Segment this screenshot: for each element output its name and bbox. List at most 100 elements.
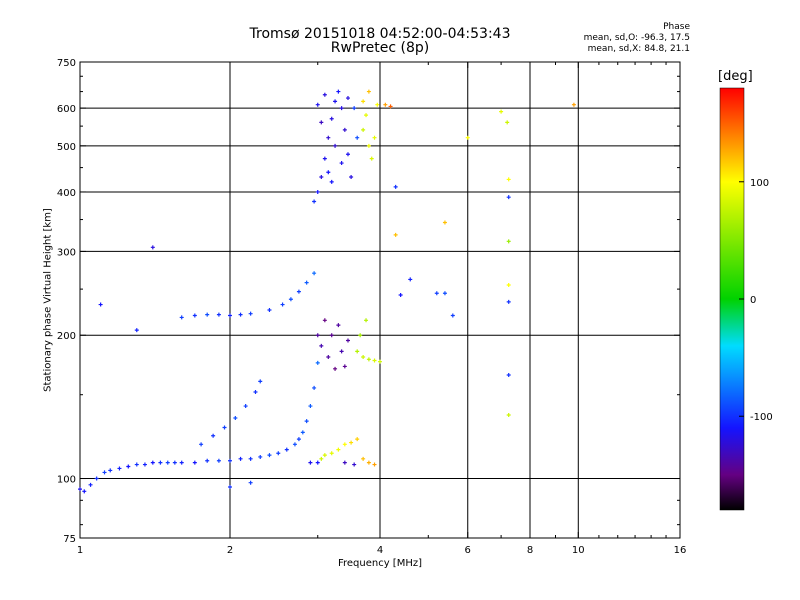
data-point — [108, 468, 113, 473]
data-point — [88, 482, 93, 487]
data-point — [329, 333, 334, 338]
data-point — [322, 318, 327, 323]
y-tick-label: 600 — [57, 104, 76, 115]
data-point — [333, 143, 338, 148]
data-point — [352, 106, 357, 111]
data-point — [355, 437, 360, 442]
data-point — [408, 277, 413, 282]
data-point — [326, 135, 331, 140]
data-point — [442, 291, 447, 296]
data-point — [319, 174, 324, 179]
colorbar-tick-label: 100 — [750, 178, 769, 189]
data-point — [192, 313, 197, 318]
data-point — [102, 470, 107, 475]
data-point — [312, 199, 317, 204]
data-point — [366, 143, 371, 148]
data-point — [369, 156, 374, 161]
data-point — [349, 174, 354, 179]
data-point — [216, 458, 221, 463]
data-point — [361, 355, 366, 360]
data-point — [150, 245, 155, 250]
x-tick-label: 1 — [77, 545, 83, 556]
data-point — [329, 179, 334, 184]
data-point — [506, 299, 511, 304]
data-point — [98, 302, 103, 307]
data-point — [126, 464, 131, 469]
data-point — [506, 373, 511, 378]
data-point — [308, 404, 313, 409]
data-point — [333, 366, 338, 371]
data-point — [94, 476, 99, 481]
data-point — [233, 416, 238, 421]
colorbar-tick-label: -100 — [750, 412, 773, 423]
data-point — [179, 460, 184, 465]
data-point — [388, 104, 393, 109]
y-tick-label: 400 — [57, 188, 76, 199]
data-point — [304, 419, 309, 424]
data-point — [450, 313, 455, 318]
data-point — [258, 454, 263, 459]
y-tick-label: 100 — [57, 475, 76, 486]
x-tick-label: 8 — [527, 545, 533, 556]
data-point — [506, 177, 511, 182]
data-point — [322, 156, 327, 161]
y-tick-label: 200 — [57, 331, 76, 342]
y-tick-label: 75 — [63, 534, 76, 545]
data-point — [398, 292, 403, 297]
data-point — [296, 437, 301, 442]
data-point — [345, 338, 350, 343]
data-point — [506, 239, 511, 244]
data-point — [158, 460, 163, 465]
phase-stats-title: Phase — [663, 22, 690, 32]
data-point — [315, 460, 320, 465]
data-point — [308, 460, 313, 465]
data-point — [142, 462, 147, 467]
data-point — [238, 456, 243, 461]
y-tick-label: 750 — [57, 58, 76, 69]
data-point — [134, 462, 139, 467]
data-point — [312, 385, 317, 390]
data-point — [258, 379, 263, 384]
data-point — [358, 333, 363, 338]
data-point — [248, 456, 253, 461]
data-point — [319, 120, 324, 125]
x-tick-label: 6 — [465, 545, 471, 556]
data-point — [342, 364, 347, 369]
phase-stats-o-mode: mean, sd,O: -96.3, 17.5 — [583, 33, 690, 43]
data-point — [336, 323, 341, 328]
data-point — [339, 349, 344, 354]
data-point — [333, 99, 338, 104]
data-point — [339, 161, 344, 166]
data-point — [505, 120, 510, 125]
data-point — [315, 102, 320, 107]
data-point — [361, 127, 366, 132]
data-point — [192, 460, 197, 465]
chart-subtitle: RwPretec (8p) — [330, 40, 430, 56]
data-point — [322, 92, 327, 97]
data-point — [280, 302, 285, 307]
data-point — [205, 458, 210, 463]
data-point — [228, 458, 232, 463]
data-point — [117, 466, 122, 471]
data-point — [205, 312, 210, 317]
data-point — [150, 460, 155, 465]
data-point — [355, 349, 360, 354]
data-point — [383, 102, 388, 107]
data-point — [339, 106, 344, 111]
data-point — [355, 135, 360, 140]
data-point — [345, 96, 350, 101]
data-point — [165, 460, 170, 465]
x-tick-label: 16 — [674, 545, 687, 556]
data-point — [349, 440, 354, 445]
data-point — [238, 312, 243, 317]
data-point — [393, 232, 398, 237]
data-point — [319, 456, 324, 461]
data-point — [284, 447, 289, 452]
x-tick-label: 10 — [572, 545, 585, 556]
data-point — [345, 152, 350, 157]
data-point — [342, 460, 347, 465]
data-point — [315, 360, 320, 365]
data-point — [361, 99, 366, 104]
data-point — [216, 312, 221, 317]
